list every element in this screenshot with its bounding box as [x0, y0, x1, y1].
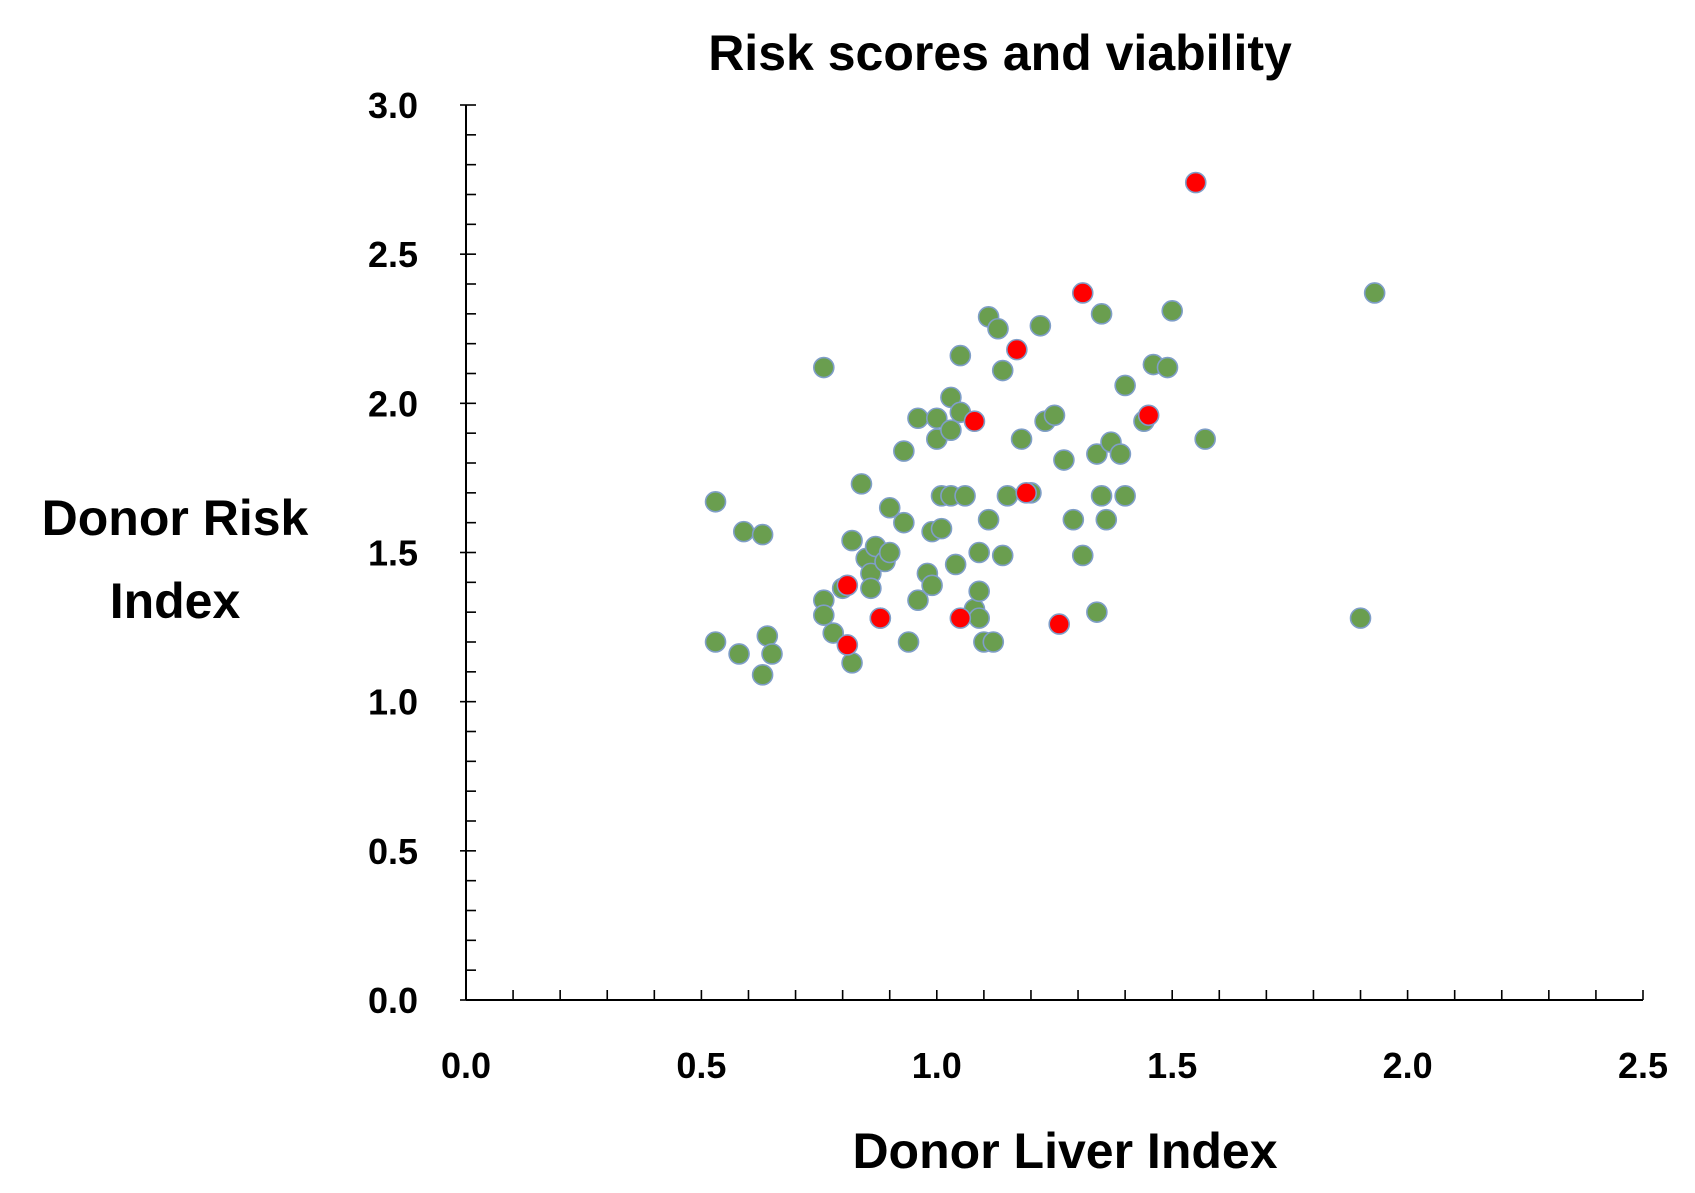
green-point: [949, 344, 972, 367]
y-axis-label-line-2: Index: [110, 573, 241, 629]
green-point: [704, 490, 727, 513]
green-point: [940, 419, 962, 441]
red-point: [836, 574, 859, 597]
green-point: [841, 652, 863, 674]
green-point: [878, 541, 901, 564]
green-point: [991, 544, 1014, 567]
green-point: [1114, 374, 1136, 397]
green-point: [921, 574, 943, 597]
red-point: [1015, 482, 1038, 504]
red-point: [1071, 282, 1094, 304]
green-point: [1109, 443, 1132, 465]
green-point: [756, 625, 779, 647]
x-axis-label: Donor Liver Index: [852, 1123, 1277, 1179]
y-tick-label: 1.5: [368, 533, 418, 574]
green-point: [860, 577, 882, 600]
green-point: [704, 631, 727, 653]
x-tick-label: 2.5: [1618, 1045, 1668, 1086]
red-point: [1137, 404, 1160, 427]
green-point: [751, 664, 774, 686]
y-tick-label: 0.5: [368, 831, 418, 872]
green-point: [1090, 485, 1113, 507]
green-point: [982, 631, 1005, 653]
green-point: [1053, 449, 1075, 471]
green-point: [1156, 356, 1179, 379]
x-tick-label: 2.0: [1383, 1045, 1433, 1086]
green-point: [925, 407, 948, 430]
green-point: [1029, 314, 1052, 337]
green-point: [996, 485, 1019, 507]
green-point: [907, 407, 929, 430]
data-points: [704, 171, 1386, 686]
green-point: [968, 541, 990, 564]
green-point: [1363, 282, 1386, 304]
green-point: [822, 622, 845, 644]
green-point: [893, 511, 915, 534]
red-point: [869, 607, 892, 629]
green-point: [987, 317, 1009, 340]
green-point: [1095, 508, 1118, 531]
green-point: [841, 529, 863, 552]
green-point: [893, 440, 915, 462]
green-point: [907, 589, 929, 612]
y-tick-label: 2.5: [368, 234, 418, 275]
y-tick-label: 1.0: [368, 682, 418, 723]
x-tick-label: 0.0: [441, 1045, 491, 1086]
green-point: [761, 643, 783, 665]
green-point: [968, 580, 990, 603]
green-point: [1086, 443, 1108, 465]
red-point: [1184, 171, 1207, 194]
x-tick-label: 1.5: [1147, 1045, 1197, 1086]
x-tick-label: 0.5: [676, 1045, 726, 1086]
green-point: [850, 473, 873, 495]
axes: [465, 105, 1643, 1001]
red-point: [963, 410, 986, 433]
y-axis-label: Donor Risk Index: [42, 490, 309, 629]
green-point: [728, 643, 750, 665]
red-point: [836, 634, 859, 656]
green-point: [1349, 607, 1372, 629]
y-axis-label-line-1: Donor Risk: [42, 490, 309, 546]
green-point: [1114, 485, 1136, 507]
y-tick-label: 2.0: [368, 383, 418, 424]
green-point: [1043, 404, 1066, 427]
tick-labels: 0.0 0.5 1.0 1.5 2.0 2.5 0.0 0.5 1.0 1.5 2.0 2.5 3.0: [368, 85, 1668, 1086]
green-point: [1010, 428, 1033, 450]
green-point: [878, 496, 901, 519]
x-tick-label: 1.0: [912, 1045, 962, 1086]
red-point: [1048, 613, 1071, 635]
green-point: [930, 517, 953, 540]
green-point: [1062, 508, 1085, 531]
green-point: [897, 631, 920, 653]
green-point: [1194, 428, 1216, 450]
green-point: [954, 485, 976, 507]
green-point: [1161, 300, 1183, 322]
green-point: [977, 508, 1000, 531]
green-point: [813, 604, 835, 626]
green-point: [1090, 303, 1113, 325]
green-point: [1071, 544, 1094, 567]
chart-title: Risk scores and viability: [708, 25, 1292, 81]
green-point: [1086, 601, 1108, 623]
y-tick-label: 0.0: [368, 980, 418, 1021]
red-point: [949, 607, 972, 629]
green-point: [944, 553, 967, 576]
green-point: [732, 520, 755, 543]
green-point: [991, 359, 1014, 382]
green-point: [813, 356, 835, 379]
red-point: [1006, 338, 1028, 361]
y-tick-label: 3.0: [368, 85, 418, 126]
green-point: [968, 607, 990, 629]
ticks: [460, 104, 1644, 1001]
green-point: [751, 523, 774, 546]
